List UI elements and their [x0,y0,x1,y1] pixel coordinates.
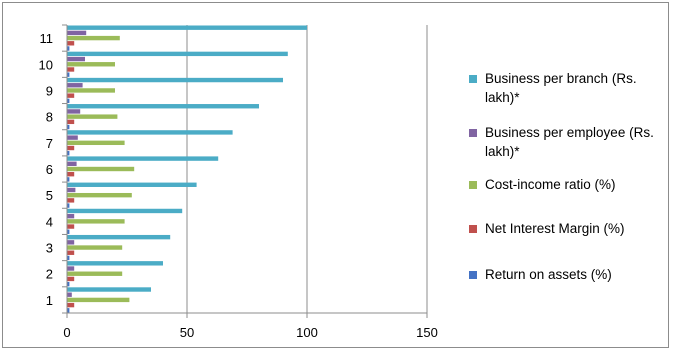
bar-cost-income-3 [67,245,123,250]
bar-net-7 [67,145,75,151]
bar-cost-income-8 [67,114,118,119]
y-tick-label-11: 11 [40,31,54,46]
legend-label: Net Interest Margin (%) [485,221,625,236]
bar-business-7 [67,130,233,135]
bar-business-11 [67,25,307,30]
y-tick-label-10: 10 [39,57,53,72]
bar-cost-income-1 [67,297,130,303]
bar-business-8 [67,104,259,109]
legend-swatch [469,129,477,137]
bar-return-9 [67,98,70,104]
x-tick-label-100: 100 [296,325,318,340]
bar-business-2 [67,261,163,266]
y-tick-label-7: 7 [46,136,53,151]
legend-label: Business per branch (Rs. lakh)* [485,71,637,105]
bar-cost-income-6 [67,166,135,172]
bar-business-3 [67,240,75,245]
bar-business-4 [67,208,183,214]
bar-business-9 [67,77,283,83]
bar-business-4 [67,213,75,219]
legend-label: Cost-income ratio (%) [485,177,616,192]
legend-label: Business per employee (Rs. lakh)* [485,125,654,159]
x-tick-label-0: 0 [63,325,70,340]
y-tick-label-4: 4 [46,214,53,229]
legend-swatch [469,75,477,83]
bar-business-6 [67,161,77,166]
bar-return-2 [67,281,70,287]
bar-net-3 [67,250,75,255]
bar-business-1 [67,287,151,292]
bar-net-5 [67,198,75,203]
bar-net-11 [67,41,75,46]
bar-business-9 [67,83,83,88]
bar-cost-income-9 [67,88,115,93]
legend-swatch [469,225,477,233]
bar-cost-income-10 [67,62,115,67]
y-tick-label-3: 3 [46,241,53,256]
bar-return-5 [67,203,70,208]
bar-cost-income-7 [67,140,125,146]
bar-net-4 [67,224,75,229]
bar-cost-income-4 [67,219,125,224]
bar-business-5 [67,187,76,193]
bar-net-8 [67,119,75,125]
bar-net-2 [67,276,75,282]
bar-net-9 [67,93,75,98]
bar-return-3 [67,255,70,261]
bar-business-7 [67,135,78,140]
legend-swatch [469,181,477,189]
y-tick-label-6: 6 [46,162,53,177]
bar-business-11 [67,30,87,36]
bar-business-1 [67,292,72,297]
bar-net-10 [67,67,75,72]
bar-return-11 [67,46,70,51]
legend-label: Return on assets (%) [485,267,612,282]
y-tick-label-9: 9 [46,83,53,98]
y-tick-label-1: 1 [46,293,53,308]
y-tick-label-2: 2 [46,267,53,282]
bar-business-3 [67,234,171,240]
bar-chart: 0 50 100 150 1 2 3 4 5 6 7 8 9 10 11 [39,24,438,340]
bar-return-6 [67,177,70,182]
bar-business-6 [67,156,219,161]
bar-net-1 [67,302,75,308]
bar-net-6 [67,172,75,177]
bar-return-7 [67,151,70,156]
bar-cost-income-2 [67,271,123,276]
bar-cost-income-11 [67,35,120,41]
bar-business-8 [67,109,81,114]
bar-return-8 [67,124,70,130]
bar-business-5 [67,182,197,187]
bar-business-10 [67,51,288,57]
bar-return-10 [67,72,70,77]
x-tick-label-50: 50 [180,325,194,340]
y-tick-label-8: 8 [46,110,53,125]
y-tick-label-5: 5 [46,188,53,203]
bar-cost-income-5 [67,192,132,198]
x-tick-label-150: 150 [416,325,438,340]
bar-return-4 [67,229,70,234]
chart-frame: 0 50 100 150 1 2 3 4 5 6 7 8 9 10 11 Business per bran… [2,2,669,348]
legend-swatch [469,271,477,279]
bar-business-10 [67,56,85,62]
bar-return-1 [67,308,70,313]
bar-business-2 [67,266,75,271]
